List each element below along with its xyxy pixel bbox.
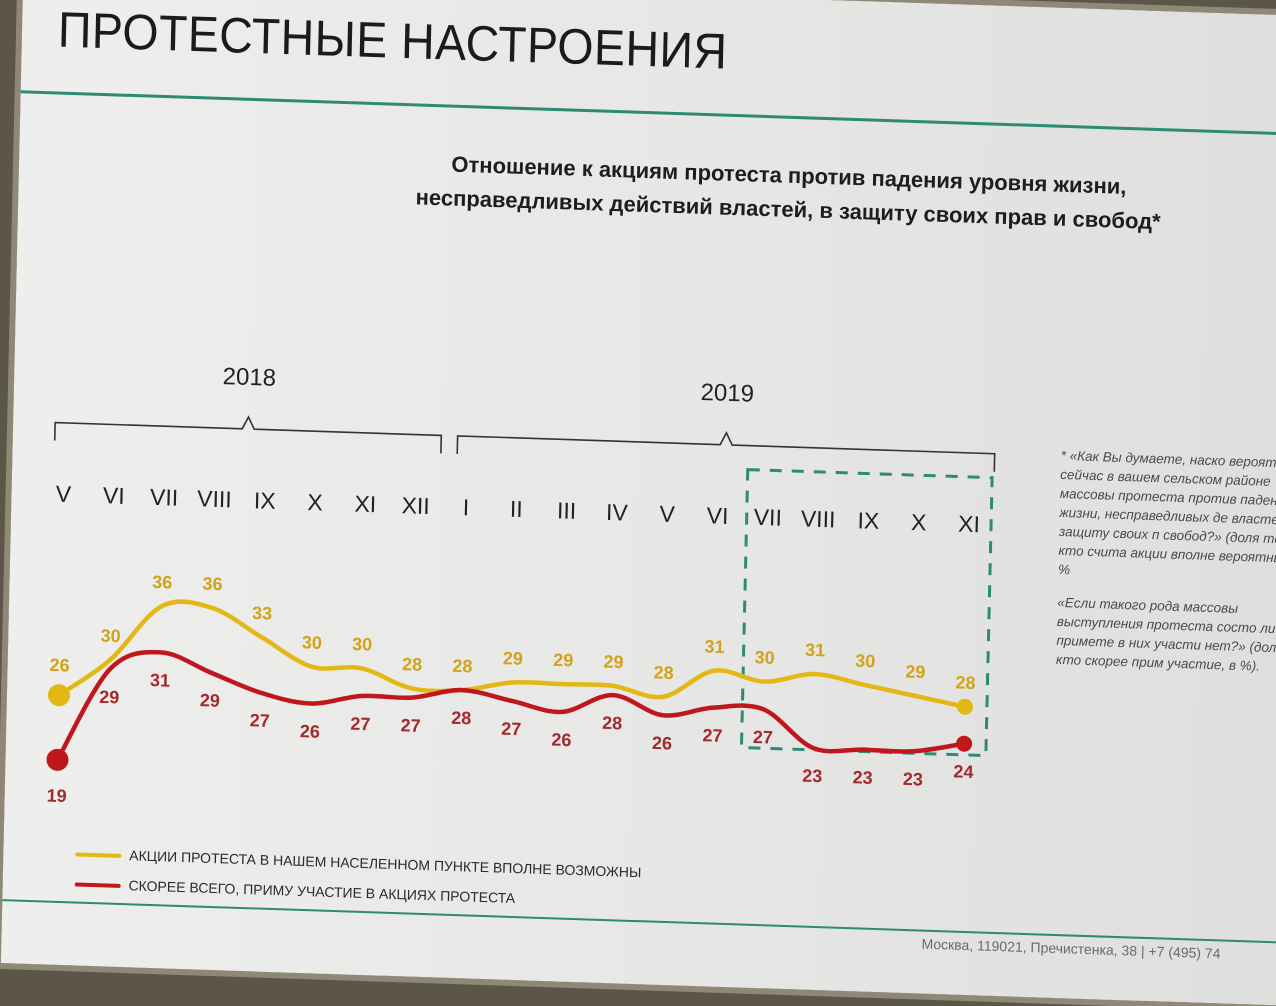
series-lines	[46, 599, 973, 771]
data-label-s1-8: 28	[451, 708, 471, 729]
footnote-question-2: «Если такого рода массовы выступления пр…	[1056, 594, 1276, 655]
tick-label-1: VI	[103, 482, 125, 509]
data-label-s0-14: 30	[754, 647, 774, 668]
tick-label-14: VII	[754, 504, 783, 531]
data-label-s1-6: 27	[350, 714, 370, 735]
data-label-s0-11: 29	[603, 652, 623, 673]
year-bracket-2019	[456, 431, 996, 472]
tick-label-15: VIII	[801, 505, 836, 532]
year-bracket-2018	[53, 415, 443, 454]
data-label-s0-7: 28	[402, 654, 422, 675]
footnote: * «Как Вы думаете, наско вероятны сейчас…	[1056, 446, 1276, 692]
year-brackets: 2018 2019	[53, 363, 996, 472]
data-label-s1-11: 28	[602, 713, 622, 734]
data-label-s0-0: 26	[49, 655, 69, 676]
series-line-1	[55, 649, 967, 763]
data-label-s1-18: 24	[953, 761, 973, 782]
tick-label-6: XI	[354, 491, 376, 518]
legend-swatch-red	[74, 882, 121, 889]
data-label-s0-12: 28	[653, 662, 673, 683]
data-label-s0-8: 28	[452, 656, 472, 677]
series-line-0	[56, 599, 968, 710]
data-label-s1-7: 27	[400, 715, 420, 736]
data-label-s0-10: 29	[553, 650, 573, 671]
data-label-s1-17: 23	[903, 769, 923, 790]
data-label-s0-15: 31	[805, 640, 825, 661]
data-label-s1-13: 27	[702, 725, 722, 746]
data-label-s0-17: 29	[905, 662, 925, 683]
year-label-2019: 2019	[700, 379, 754, 408]
data-label-s0-13: 31	[704, 636, 724, 657]
tick-label-17: X	[911, 509, 927, 536]
series-0-end-marker	[956, 698, 973, 715]
data-label-s0-4: 33	[252, 603, 272, 624]
data-label-s1-14: 27	[753, 727, 773, 748]
tick-label-5: X	[307, 489, 323, 516]
tick-label-2: VII	[150, 484, 179, 511]
data-label-s0-18: 28	[955, 672, 975, 693]
data-label-s0-9: 29	[503, 648, 523, 669]
data-label-s0-2: 36	[152, 572, 172, 593]
legend-swatch-yellow	[75, 852, 122, 859]
tick-label-4: IX	[254, 487, 276, 514]
data-label-s1-2: 31	[150, 670, 170, 691]
tick-label-16: IX	[857, 507, 879, 534]
data-label-s1-1: 29	[99, 687, 119, 708]
data-label-s1-16: 23	[852, 767, 872, 788]
data-label-s1-15: 23	[802, 766, 822, 787]
data-label-s1-0: 19	[46, 785, 66, 806]
series-1-end-marker	[956, 735, 973, 752]
series-1-start-marker	[46, 748, 69, 771]
data-label-s1-5: 26	[300, 721, 320, 742]
data-label-s0-1: 30	[100, 626, 120, 647]
data-label-s1-4: 27	[250, 710, 270, 731]
data-label-s1-9: 27	[501, 719, 521, 740]
tick-label-10: III	[557, 497, 577, 524]
tick-label-0: V	[56, 481, 73, 508]
tick-label-18: XI	[958, 511, 980, 538]
data-label-s0-3: 36	[202, 574, 222, 595]
data-labels: 26 30 36 36 33 30 30 28 28 29 29 29 28 31 30 31 30 29 28 19…	[46, 572, 975, 806]
year-label-2018: 2018	[222, 363, 276, 392]
tick-label-3: VIII	[197, 485, 232, 512]
tick-label-12: V	[659, 501, 676, 528]
month-ticks: V VI VII VIII IX X XI XII I II III IV V VI VII VIII IX X X…	[56, 481, 981, 538]
data-label-s0-16: 30	[855, 651, 875, 672]
data-label-s1-12: 26	[652, 733, 672, 754]
data-label-s1-3: 29	[200, 690, 220, 711]
series-0-start-marker	[47, 684, 70, 707]
tick-label-11: IV	[606, 499, 629, 526]
tick-label-8: I	[463, 494, 470, 520]
data-label-s1-10: 26	[551, 730, 571, 751]
tick-label-9: II	[510, 496, 523, 522]
tick-label-7: XII	[401, 492, 430, 519]
data-label-s0-6: 30	[352, 634, 372, 655]
data-label-s0-5: 30	[302, 632, 322, 653]
tick-label-13: VI	[706, 502, 728, 529]
